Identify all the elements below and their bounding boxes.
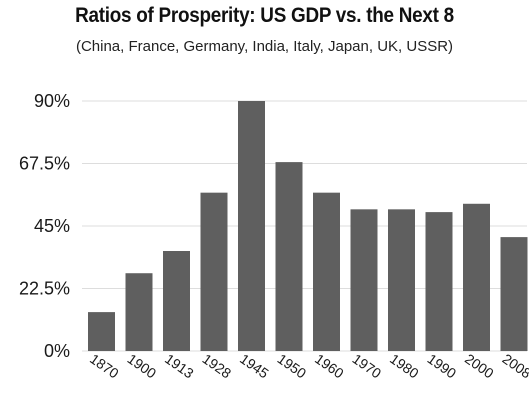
x-tick-label: 1900 bbox=[125, 350, 160, 381]
chart-title: Ratios of Prosperity: US GDP vs. the Nex… bbox=[75, 4, 454, 27]
x-tick-label: 1870 bbox=[87, 350, 122, 381]
x-tick-label: 1928 bbox=[200, 350, 235, 381]
bar bbox=[275, 162, 303, 351]
x-tick-label: 1950 bbox=[275, 350, 310, 381]
bar bbox=[163, 251, 190, 351]
chart-subtitle: (China, France, Germany, India, Italy, J… bbox=[75, 38, 454, 55]
bar bbox=[425, 212, 453, 351]
x-tick-label: 1970 bbox=[350, 350, 385, 381]
bar bbox=[125, 273, 153, 351]
bar bbox=[500, 237, 528, 351]
bar bbox=[88, 312, 115, 351]
x-tick-label: 1960 bbox=[312, 350, 347, 381]
y-tick-label: 22.5% bbox=[19, 279, 70, 299]
y-tick-label: 0% bbox=[44, 341, 70, 361]
y-tick-label: 67.5% bbox=[19, 154, 70, 174]
x-tick-label: 1980 bbox=[387, 350, 422, 381]
x-tick-label: 1913 bbox=[162, 350, 197, 381]
x-tick-label: 1990 bbox=[425, 350, 460, 381]
bar bbox=[238, 101, 265, 351]
y-tick-label: 45% bbox=[34, 216, 70, 236]
x-tick-label: 1945 bbox=[237, 350, 272, 381]
x-tick-label: 2000 bbox=[462, 350, 497, 381]
bar bbox=[200, 192, 228, 351]
y-tick-label: 90% bbox=[34, 91, 70, 111]
bar bbox=[350, 209, 378, 351]
bar bbox=[463, 203, 490, 351]
bar bbox=[313, 192, 340, 351]
bar bbox=[388, 209, 415, 351]
x-tick-label: 2008 bbox=[500, 350, 529, 381]
